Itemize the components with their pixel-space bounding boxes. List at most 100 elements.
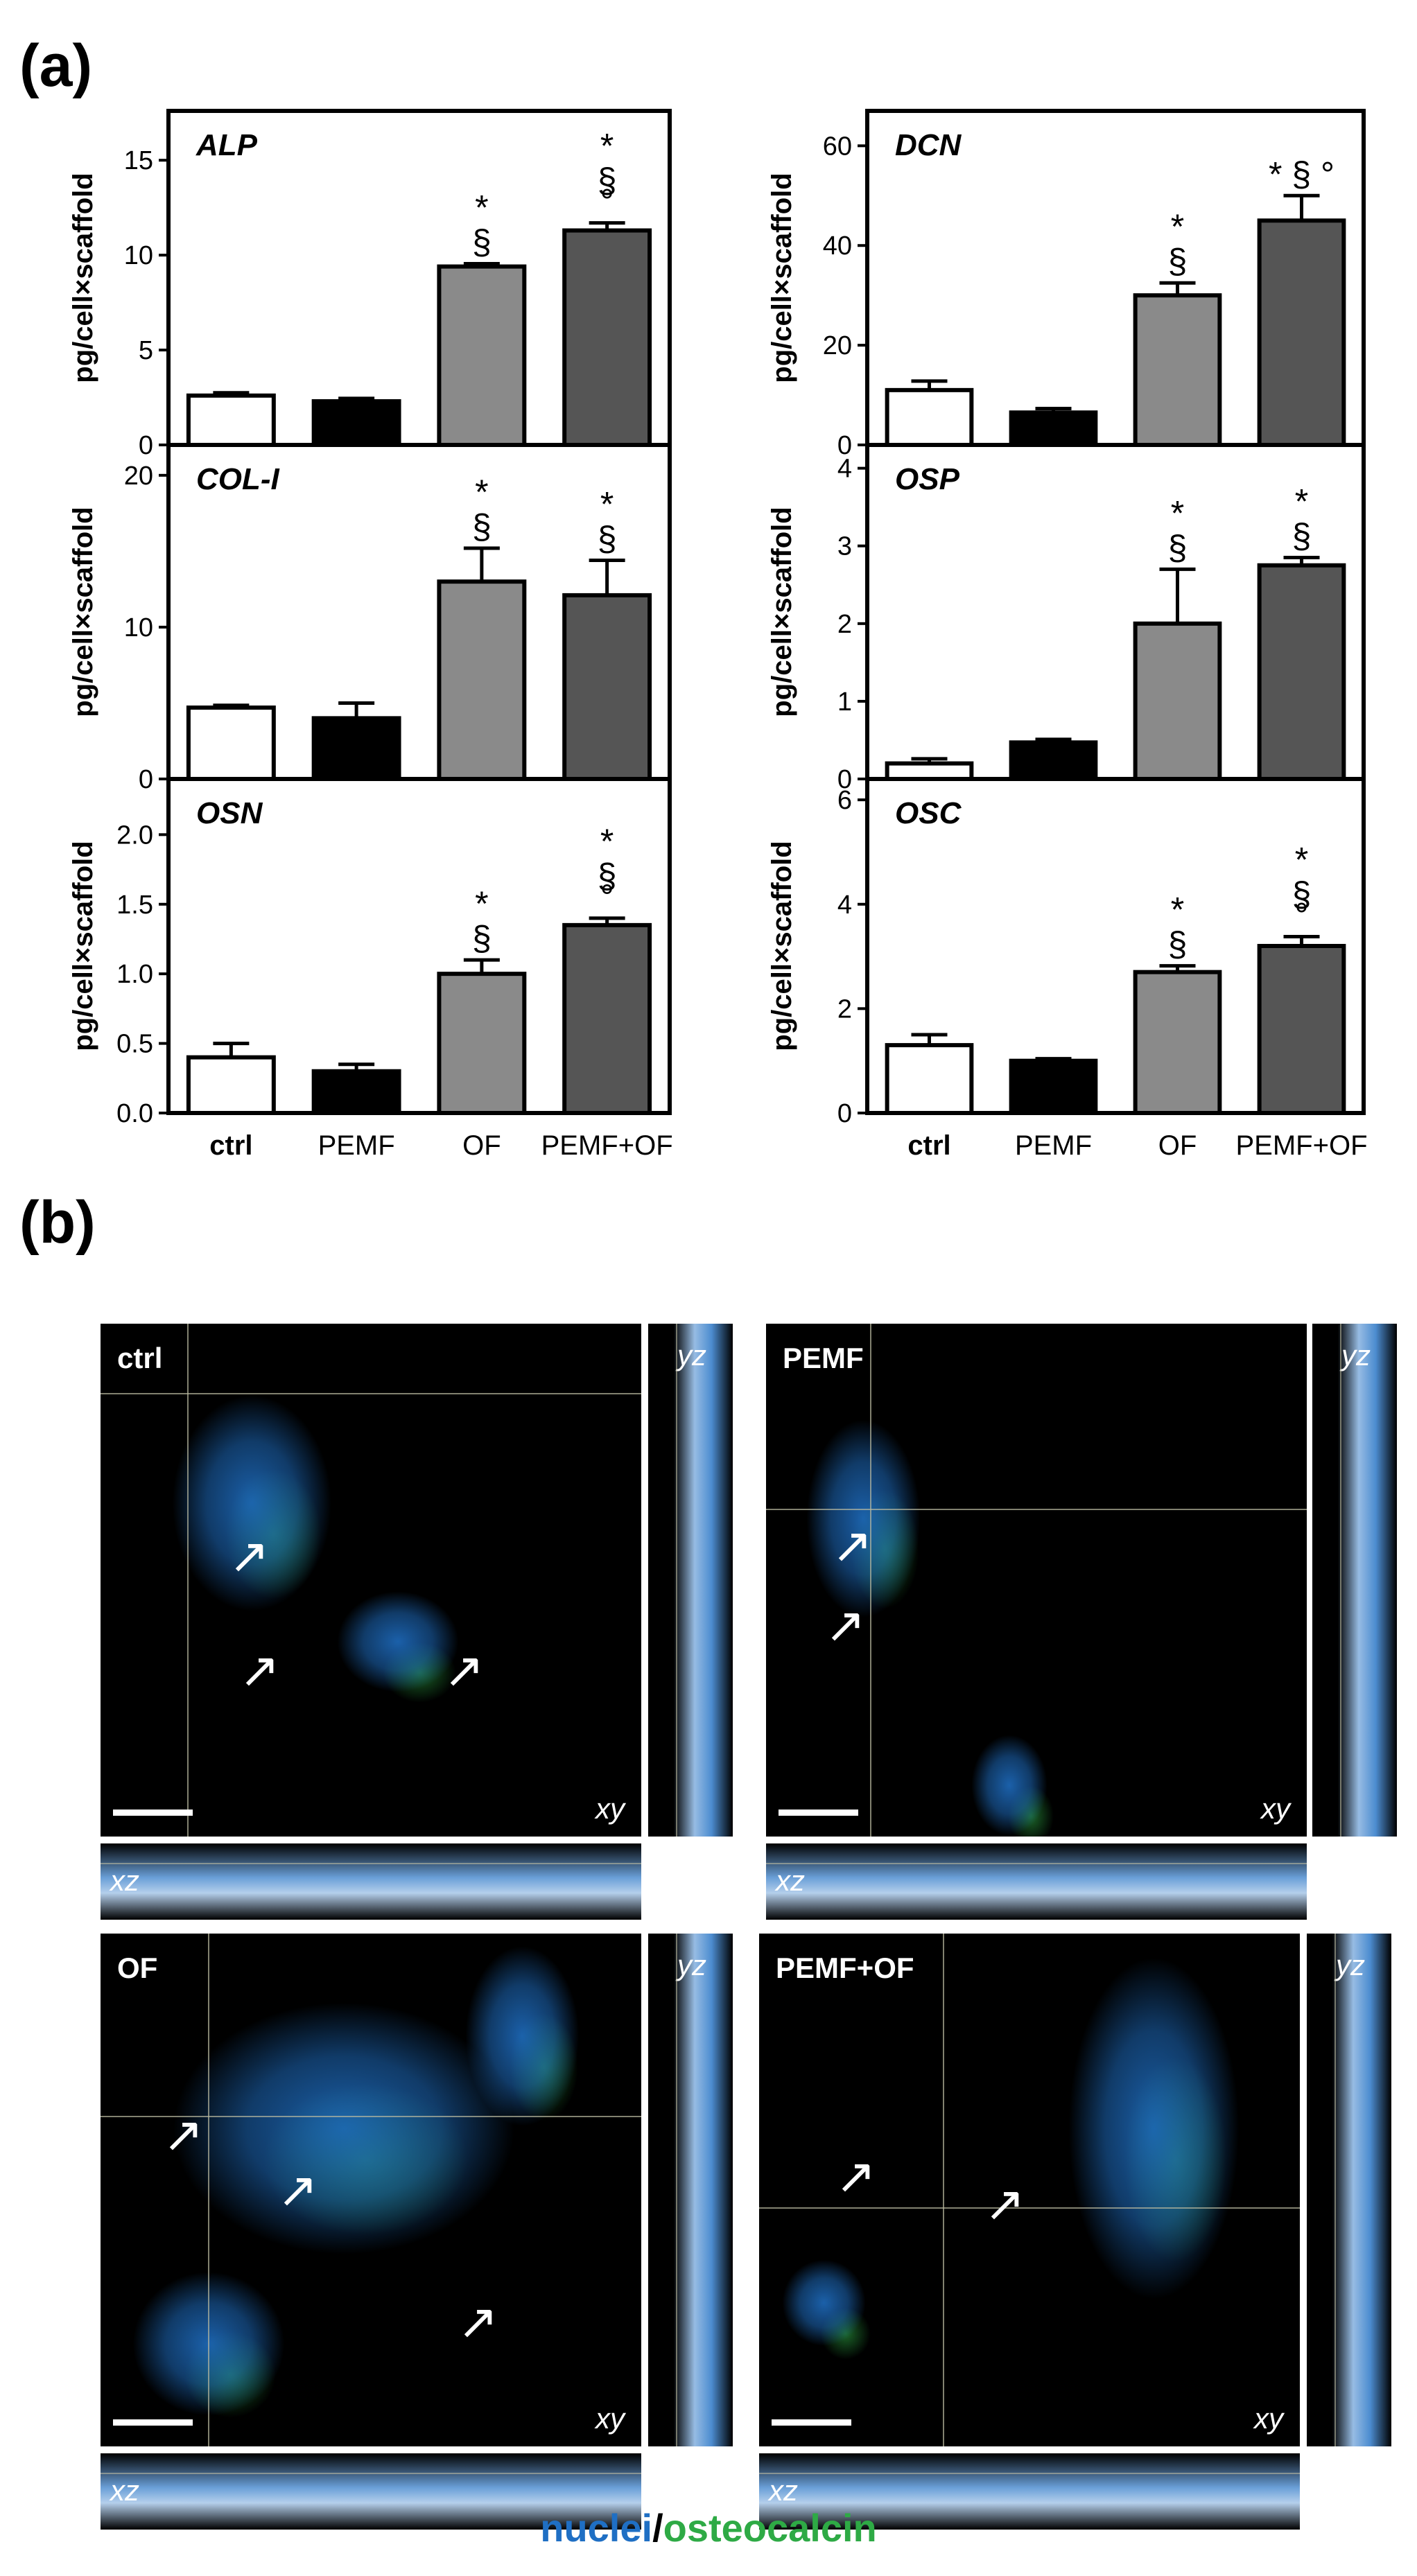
- arrow-indicator: ↗: [163, 2106, 204, 2163]
- scale-bar: [772, 2419, 851, 2426]
- significance-mark: °: [1295, 895, 1309, 934]
- yz-label: yz: [677, 1949, 706, 1981]
- xy-view: ctrl xy ↗ ↗ ↗: [101, 1324, 641, 1837]
- chart-dcn: 0 20 40 60 pg/cell×scaffold DCN §* * § °: [767, 109, 1366, 460]
- arrow-indicator: ↗: [229, 1527, 270, 1584]
- y-tick-label: 2.0: [116, 821, 153, 850]
- y-tick-label: 20: [823, 331, 852, 360]
- scale-bar: [113, 2419, 193, 2426]
- x-tick-label: OF: [462, 1130, 501, 1161]
- arrow-indicator: ↗: [239, 1642, 280, 1699]
- bar: [311, 399, 401, 447]
- y-axis-label: pg/cell×scaffold: [68, 507, 98, 717]
- y-axis-label: pg/cell×scaffold: [68, 841, 98, 1051]
- bar: [562, 228, 652, 447]
- bar: [885, 761, 974, 782]
- y-tick-label: 10: [124, 241, 153, 270]
- significance-mark: *: [600, 485, 614, 524]
- condition-label: PEMF+OF: [776, 1952, 914, 1984]
- chart-title: OSP: [895, 462, 960, 496]
- yz-crosshair: [1340, 1324, 1341, 1837]
- condition-label: PEMF: [783, 1342, 864, 1374]
- y-tick-label: 20: [124, 462, 153, 491]
- bar: [437, 972, 527, 1115]
- xz-label: xz: [769, 2474, 798, 2507]
- significance-mark: *: [1171, 891, 1184, 929]
- significance-mark: §: [598, 520, 617, 559]
- y-axis-label: pg/cell×scaffold: [767, 507, 797, 717]
- xy-view: PEMF xy ↗ ↗: [766, 1324, 1307, 1837]
- yz-label: yz: [1341, 1339, 1371, 1372]
- significance-mark: §: [598, 857, 617, 895]
- xz-label: xz: [776, 1864, 805, 1897]
- xy-label: xy: [1261, 1792, 1290, 1825]
- x-tick-label: PEMF: [1015, 1130, 1092, 1161]
- panel-a-label: (a): [19, 33, 93, 99]
- condition-label: OF: [117, 1952, 158, 1984]
- crosshair-vertical: [208, 1934, 209, 2446]
- bar: [311, 1069, 401, 1115]
- bar: [1009, 1058, 1098, 1115]
- bar: [562, 922, 652, 1115]
- y-tick-label: 0.0: [116, 1099, 153, 1128]
- crosshair-horizontal: [759, 2207, 1300, 2209]
- significance-mark: *: [1295, 482, 1308, 521]
- xz-view: xz: [101, 1843, 641, 1920]
- y-tick-label: 0: [139, 765, 153, 794]
- xy-label: xy: [596, 1792, 625, 1825]
- y-tick-label: 15: [124, 146, 153, 175]
- chart-osn: 0.0 0.5 1.0 1.5 2.0 pg/cell×scaffold OSN ctrl PE…: [68, 777, 673, 1161]
- y-tick-label: 0: [139, 431, 153, 460]
- arrow-indicator: ↗: [458, 2293, 498, 2350]
- bar: [186, 1055, 276, 1115]
- condition-label: ctrl: [117, 1342, 163, 1374]
- significance-mark: °: [600, 182, 614, 221]
- chart-title: OSC: [895, 796, 962, 830]
- figure-caption: nuclei/osteocalcin: [0, 2505, 1417, 2550]
- xy-view: OF xy ↗ ↗ ↗: [101, 1934, 641, 2446]
- bar: [1133, 293, 1222, 447]
- significance-mark: §: [472, 222, 492, 261]
- xy-view: PEMF+OF xy ↗ ↗: [759, 1934, 1300, 2446]
- bar: [1009, 410, 1098, 448]
- yz-label: yz: [677, 1339, 706, 1372]
- bar: [1257, 218, 1346, 447]
- panel-b-label: (b): [19, 1189, 96, 1256]
- significance-mark: §: [472, 919, 492, 958]
- caption-nuclei: nuclei: [540, 2506, 653, 2550]
- bar: [1257, 563, 1346, 782]
- bar: [1009, 740, 1098, 782]
- yz-label: yz: [1336, 1949, 1365, 1981]
- x-tick-label: PEMF: [318, 1130, 395, 1161]
- significance-mark: §: [598, 161, 617, 200]
- x-tick-label: PEMF+OF: [1235, 1130, 1367, 1161]
- crosshair-horizontal: [101, 2116, 641, 2117]
- scale-bar: [113, 1810, 193, 1816]
- y-axis-label: pg/cell×scaffold: [767, 173, 797, 383]
- x-tick-label: PEMF+OF: [541, 1130, 673, 1161]
- y-tick-label: 3: [837, 532, 852, 561]
- arrow-indicator: ↗: [444, 1642, 485, 1699]
- yz-crosshair: [676, 1934, 677, 2446]
- y-tick-label: 0.5: [116, 1030, 153, 1059]
- yz-crosshair: [676, 1324, 677, 1837]
- yz-view: yz: [1307, 1934, 1391, 2446]
- xz-crosshair: [759, 2473, 1300, 2474]
- bar: [885, 387, 974, 447]
- yz-crosshair: [1335, 1934, 1336, 2446]
- y-tick-label: 40: [823, 231, 852, 261]
- x-tick-label: ctrl: [907, 1130, 950, 1161]
- xy-label: xy: [596, 2402, 625, 2435]
- significance-mark: *: [475, 473, 488, 511]
- y-tick-label: 5: [139, 336, 153, 365]
- arrow-indicator: ↗: [835, 2148, 876, 2205]
- xz-view: xz: [101, 2453, 641, 2530]
- significance-mark: §: [1292, 517, 1312, 556]
- xz-crosshair: [766, 1863, 1307, 1864]
- significance-mark: * § °: [1269, 155, 1335, 193]
- x-tick-label: ctrl: [209, 1130, 252, 1161]
